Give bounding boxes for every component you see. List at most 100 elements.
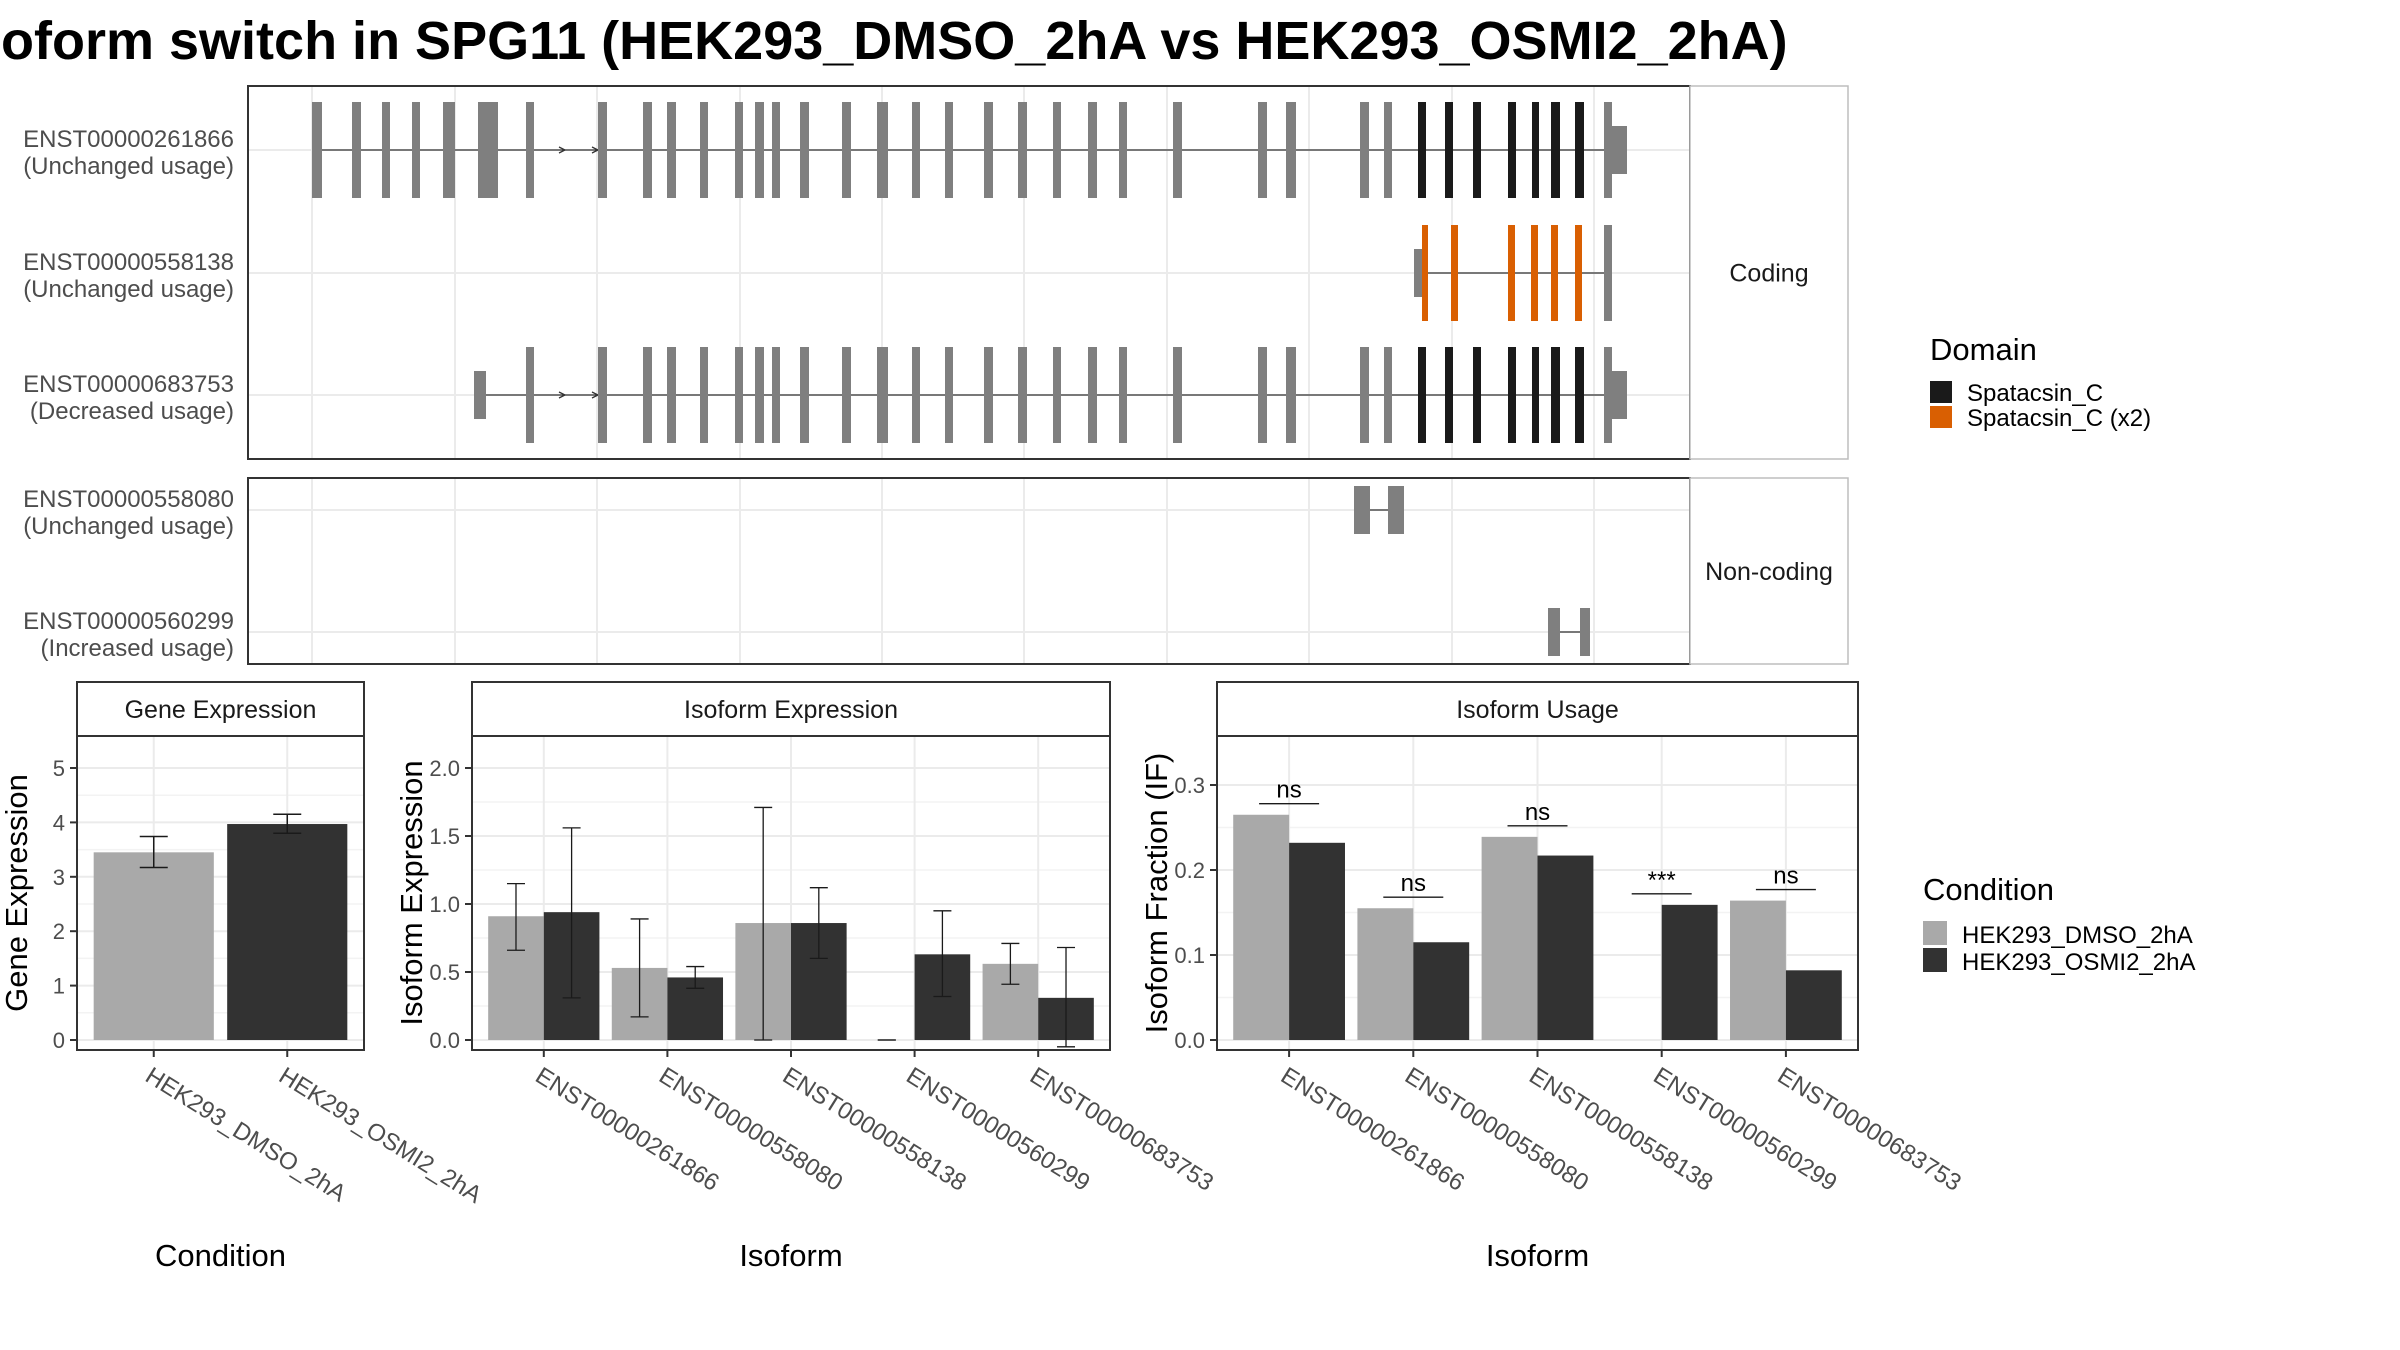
y-tick-label: 0 [53, 1028, 65, 1053]
transcript-usage-label: (Unchanged usage) [23, 276, 234, 303]
exon [643, 102, 652, 198]
domain-exon [1508, 347, 1516, 443]
y-tick-label: 2 [53, 919, 65, 944]
legend-label-domain: Spatacsin_C [1967, 380, 2103, 407]
condition-legend-title: Condition [1923, 872, 2054, 907]
panel-border [76, 735, 365, 1051]
exon [755, 347, 764, 443]
domain-exon [1531, 225, 1538, 321]
domain-exon [1575, 347, 1584, 443]
facet-label: Coding [1729, 260, 1808, 288]
y-axis-title: Isoform Expression [394, 760, 429, 1025]
domain-exon [1508, 102, 1516, 198]
domain-exon [1445, 347, 1453, 443]
bar [1730, 900, 1786, 1040]
y-tick-label: 2.0 [429, 756, 460, 781]
exon [877, 102, 888, 198]
significance-label: ns [1525, 799, 1550, 826]
y-tick-label: 1.0 [429, 892, 460, 917]
transcript-usage-label: (Decreased usage) [30, 398, 234, 425]
y-tick-label: 4 [53, 810, 65, 835]
exon [1119, 102, 1127, 198]
exon [1580, 608, 1590, 656]
legend-key-condition [1923, 921, 1947, 945]
exon [1173, 102, 1182, 198]
significance-label: *** [1648, 867, 1676, 894]
transcript-usage-label: (Unchanged usage) [23, 153, 234, 180]
exon [1604, 347, 1612, 443]
exon [667, 347, 676, 443]
facet-strip [1689, 477, 1849, 665]
significance-label: ns [1401, 870, 1426, 897]
legend-key-domain [1930, 381, 1952, 403]
domain-exon [1473, 347, 1481, 443]
domain-exon [1551, 102, 1560, 198]
exon [1088, 347, 1097, 443]
exon [1384, 102, 1392, 198]
exon [352, 102, 361, 198]
exon [755, 102, 764, 198]
exon [984, 347, 993, 443]
exon [312, 102, 322, 198]
x-axis-title: Isoform [1486, 1238, 1589, 1273]
y-tick-label: 0.2 [1174, 858, 1205, 883]
exon [1548, 608, 1560, 656]
legend-key-domain [1930, 406, 1952, 428]
exon [1258, 347, 1267, 443]
exon [772, 102, 780, 198]
exon [1384, 347, 1392, 443]
panel-title: Gene Expression [125, 696, 317, 724]
panel-strip [1216, 681, 1859, 737]
domain-exon [1551, 225, 1558, 321]
exon [1173, 347, 1182, 443]
exon [984, 102, 993, 198]
legend-label-domain: Spatacsin_C (x2) [1967, 405, 2151, 432]
bar [1785, 970, 1842, 1040]
transcript-id-label: ENST00000558080 [23, 486, 234, 513]
y-axis-title: Isoform Fraction (IF) [1139, 753, 1174, 1034]
domain-exon [1575, 102, 1584, 198]
exon [526, 102, 534, 198]
y-tick-label: 0.0 [429, 1028, 460, 1053]
domain-exon [1422, 225, 1428, 321]
domain-exon [1551, 347, 1560, 443]
domain-exon [1445, 102, 1453, 198]
figure-title-text: Isoform switch in SPG11 (HEK293_DMSO_2hA… [0, 11, 1788, 71]
exon [1604, 102, 1612, 198]
exon [842, 102, 851, 198]
bar [93, 852, 214, 1040]
exon [382, 102, 390, 198]
exon [735, 347, 743, 443]
exon [1018, 102, 1027, 198]
exon [842, 347, 851, 443]
y-tick-label: 1 [53, 974, 65, 999]
bar [1357, 908, 1414, 1040]
utr-exon [1414, 249, 1422, 297]
x-axis-title: Condition [155, 1238, 286, 1273]
exon [800, 347, 809, 443]
bar [1537, 855, 1594, 1040]
exon [643, 347, 652, 443]
panel-title: Isoform Usage [1456, 696, 1619, 724]
transcript-id-label: ENST00000558138 [23, 249, 234, 276]
facet-strip [1689, 85, 1849, 460]
strand-arrow [558, 391, 567, 399]
transcript-usage-label: (Unchanged usage) [23, 513, 234, 540]
utr-exon [1612, 126, 1627, 174]
y-tick-label: 0.0 [1174, 1028, 1205, 1053]
y-tick-label: 5 [53, 756, 65, 781]
y-axis-title: Gene Expression [0, 774, 34, 1012]
strand-arrow [558, 146, 567, 154]
exon [735, 102, 743, 198]
exon [667, 102, 676, 198]
legend-label-condition: HEK293_DMSO_2hA [1962, 922, 2193, 949]
exon [1088, 102, 1097, 198]
transcript-id-label: ENST00000261866 [23, 126, 234, 153]
exon [945, 102, 953, 198]
exon [526, 347, 534, 443]
exon [700, 102, 708, 198]
domain-exon [1532, 102, 1539, 198]
exon [700, 347, 708, 443]
y-tick-label: 0.3 [1174, 773, 1205, 798]
exon [1360, 347, 1369, 443]
